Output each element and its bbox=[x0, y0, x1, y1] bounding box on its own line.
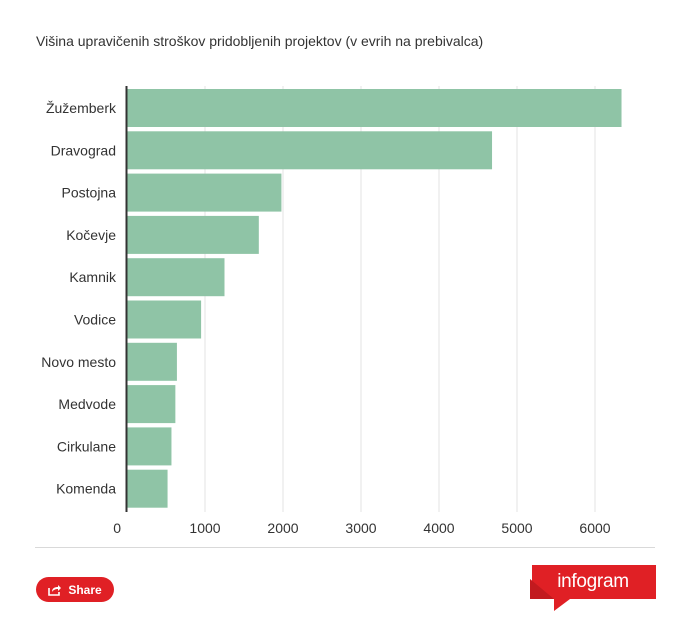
x-tick-label: 0 bbox=[113, 520, 121, 536]
share-label: Share bbox=[68, 582, 102, 597]
bars bbox=[127, 89, 622, 508]
category-label: Novo mesto bbox=[41, 354, 116, 370]
category-label: Postojna bbox=[62, 185, 117, 201]
category-label: Dravograd bbox=[51, 142, 116, 158]
grid-lines bbox=[204, 86, 596, 512]
chart-title: Višina upravičenih stroškov pridobljenih… bbox=[36, 33, 484, 49]
x-tick-label: 3000 bbox=[345, 520, 376, 536]
bar[interactable] bbox=[127, 385, 176, 424]
x-tick-label: 5000 bbox=[501, 520, 532, 536]
x-tick-label: 2000 bbox=[267, 520, 298, 536]
bar[interactable] bbox=[127, 427, 172, 466]
footer-divider bbox=[35, 547, 655, 548]
bar-chart: Žužemberk Dravograd Postojna Kočevje Kamnik V… bbox=[41, 86, 622, 536]
category-label: Cirkulane bbox=[57, 438, 116, 454]
share-icon bbox=[48, 584, 62, 596]
bar[interactable] bbox=[127, 89, 622, 127]
share-button[interactable]: Share bbox=[36, 577, 114, 602]
infogram-logo[interactable]: infogram bbox=[530, 565, 656, 613]
bar[interactable] bbox=[127, 173, 282, 212]
x-tick-label: 4000 bbox=[423, 520, 454, 536]
category-label: Komenda bbox=[56, 481, 116, 497]
bar[interactable] bbox=[127, 469, 168, 508]
bar[interactable] bbox=[127, 215, 259, 254]
bar[interactable] bbox=[127, 258, 225, 297]
x-tick-label: 1000 bbox=[189, 520, 220, 536]
category-label: Vodice bbox=[74, 312, 116, 328]
x-tick-labels: 0 1000 2000 3000 4000 5000 6000 bbox=[113, 520, 611, 536]
category-label: Medvode bbox=[58, 396, 116, 412]
bar[interactable] bbox=[127, 342, 177, 381]
bar[interactable] bbox=[127, 131, 493, 170]
x-tick-label: 6000 bbox=[579, 520, 610, 536]
category-label: Kamnik bbox=[69, 269, 117, 285]
category-labels: Žužemberk Dravograd Postojna Kočevje Kamnik V… bbox=[41, 100, 117, 497]
bar[interactable] bbox=[127, 300, 202, 339]
category-label: Kočevje bbox=[66, 227, 116, 243]
brand-name: infogram bbox=[557, 571, 629, 592]
category-label: Žužemberk bbox=[46, 100, 117, 116]
